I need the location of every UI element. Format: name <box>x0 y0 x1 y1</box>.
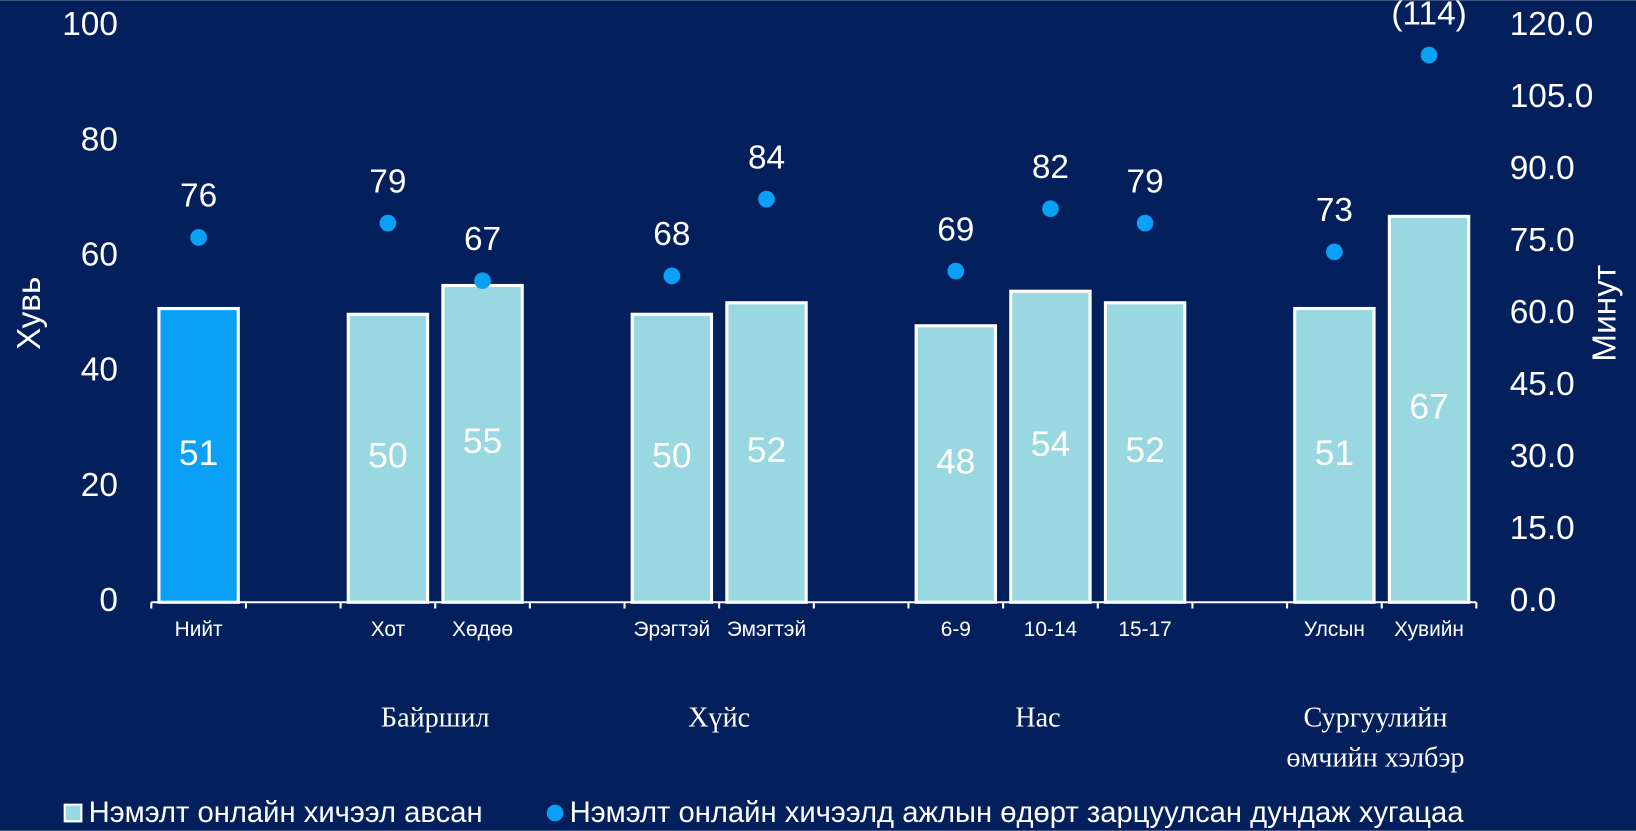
dot-value-label: (114) <box>1391 0 1466 32</box>
y-tick-label: 60 <box>81 237 118 274</box>
y-tick-label: 40 <box>81 352 118 389</box>
legend-swatch <box>63 803 83 823</box>
dot <box>474 272 491 290</box>
y2-tick-label: 75.0 <box>1510 222 1575 259</box>
dot-value-label: 68 <box>653 216 690 253</box>
legend-swatch <box>546 804 564 822</box>
y-tick-label: 0 <box>99 582 118 619</box>
dot-value-label: 73 <box>1316 192 1353 229</box>
group-label: өмчийн хэлбэр <box>1286 742 1464 773</box>
bar <box>441 283 524 604</box>
y2-tick-label: 60.0 <box>1510 294 1575 331</box>
dot <box>1420 46 1438 64</box>
x-tick-label: 6-9 <box>941 618 971 641</box>
group-label: Нас <box>1015 703 1060 734</box>
x-tick-label: Нийт <box>175 618 223 641</box>
y2-tick-label: 15.0 <box>1510 510 1575 547</box>
dot-value-label: 79 <box>1127 163 1164 200</box>
x-tick-label: Эмэгтэй <box>727 618 806 641</box>
bar-value-label: 52 <box>747 430 786 470</box>
bar-value-label: 52 <box>1125 430 1164 470</box>
dot <box>947 262 965 280</box>
dot <box>379 214 397 232</box>
bar <box>1387 214 1471 604</box>
y-tick-label: 100 <box>62 6 118 43</box>
bar <box>346 312 430 604</box>
x-tick-label: Улсын <box>1304 618 1365 641</box>
dot-value-label: 69 <box>937 211 974 248</box>
bar-value-label: 50 <box>652 436 691 476</box>
group-label: Сургуулийн <box>1303 703 1447 734</box>
bar <box>157 306 240 604</box>
dot-value-label: 79 <box>369 163 406 200</box>
y-tick-label: 80 <box>81 121 118 158</box>
dot <box>758 190 775 208</box>
dot-value-label: 67 <box>464 221 501 258</box>
y-axis-label: Хувь <box>11 277 48 350</box>
y2-tick-label: 105.0 <box>1510 78 1594 115</box>
bar-value-label: 67 <box>1409 387 1448 427</box>
bar-value-label: 51 <box>179 433 218 473</box>
x-tick-label: Хөдөө <box>452 618 513 641</box>
bar <box>1293 306 1376 604</box>
y2-tick-label: 0.0 <box>1510 582 1556 619</box>
dot-value-label: 84 <box>748 139 785 176</box>
bar-value-label: 55 <box>463 421 502 461</box>
dot <box>663 267 681 285</box>
bar-value-label: 51 <box>1315 433 1354 473</box>
y2-tick-label: 45.0 <box>1510 366 1575 403</box>
dot <box>1326 243 1343 261</box>
bar <box>1009 289 1092 604</box>
y2-tick-label: 120.0 <box>1510 6 1594 43</box>
x-tick-label: Хот <box>371 618 406 641</box>
dot <box>190 229 207 246</box>
bar-value-label: 48 <box>936 441 975 481</box>
dot <box>1136 214 1154 232</box>
dot-value-label: 82 <box>1032 149 1069 186</box>
legend-label: Нэмэлт онлайн хичээл авсан <box>89 797 483 829</box>
dot-value-label: 76 <box>180 178 217 215</box>
y-tick-label: 20 <box>81 467 118 504</box>
group-label: Байршил <box>381 703 490 734</box>
x-tick-label: 10-14 <box>1024 618 1077 641</box>
bar <box>1103 301 1187 604</box>
dot <box>1042 200 1059 218</box>
x-tick-label: 15-17 <box>1118 618 1171 641</box>
y2-axis-label: Минут <box>1587 265 1624 362</box>
group-label: Хүйс <box>688 703 750 734</box>
bar-value-label: 50 <box>368 436 407 476</box>
x-tick-label: Эрэгтэй <box>634 618 711 641</box>
y2-tick-label: 90.0 <box>1510 150 1575 187</box>
x-tick-label: Хувийн <box>1394 618 1464 641</box>
legend-label: Нэмэлт онлайн хичээлд ажлын өдөрт зарцуу… <box>570 797 1465 829</box>
bar-value-label: 54 <box>1031 424 1070 464</box>
y2-tick-label: 30.0 <box>1510 438 1575 475</box>
